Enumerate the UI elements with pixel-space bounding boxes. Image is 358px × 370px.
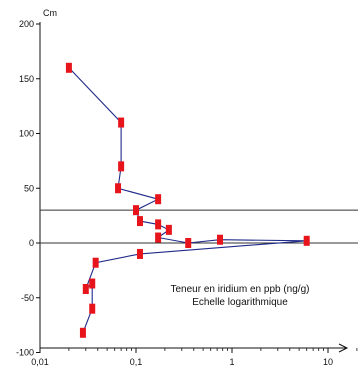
data-point bbox=[118, 117, 125, 128]
reference-lines bbox=[40, 209, 358, 244]
data-point bbox=[118, 161, 125, 172]
data-point bbox=[217, 234, 224, 245]
data-point bbox=[89, 278, 96, 289]
y-tick-label: 0 bbox=[29, 238, 34, 248]
x-tick-label: 0,01 bbox=[31, 357, 49, 367]
x-axis bbox=[40, 343, 349, 353]
x-tick-label: 0,1 bbox=[130, 357, 143, 367]
y-axis-unit-label: Cm bbox=[43, 8, 57, 18]
data-point bbox=[92, 257, 99, 268]
annotation-line-1: Teneur en iridium en ppb (ng/g) bbox=[171, 284, 310, 295]
data-point bbox=[65, 62, 72, 73]
y-tick-label: 100 bbox=[19, 129, 34, 139]
data-point bbox=[82, 283, 89, 294]
x-axis-arrow-icon bbox=[338, 343, 349, 353]
data-point bbox=[89, 303, 96, 314]
y-tick-label: -50 bbox=[21, 293, 34, 303]
data-point bbox=[115, 183, 122, 194]
x-tick-label: 1 bbox=[229, 357, 234, 367]
annotation-line-2: Echelle logarithmique bbox=[192, 297, 288, 308]
y-tick-label: 50 bbox=[24, 183, 34, 193]
y-axis: Cm bbox=[39, 8, 57, 348]
data-point bbox=[155, 219, 162, 230]
data-point bbox=[79, 327, 86, 338]
x-tick-label: 10 bbox=[323, 357, 333, 367]
data-point bbox=[155, 232, 162, 243]
data-point bbox=[185, 238, 192, 248]
series-group bbox=[65, 62, 310, 338]
x-ticks: 0,01 0,1 1 10 bbox=[31, 348, 358, 367]
data-point bbox=[136, 216, 143, 227]
data-point bbox=[136, 248, 143, 259]
y-tick-label: 200 bbox=[19, 19, 34, 29]
data-point bbox=[303, 235, 310, 246]
data-point bbox=[165, 224, 172, 235]
data-point bbox=[155, 194, 162, 205]
y-tick-label: 150 bbox=[19, 74, 34, 84]
data-point bbox=[133, 205, 139, 216]
y-ticks: -100 -50 0 50 100 150 200 bbox=[16, 19, 40, 358]
y-tick-label: -100 bbox=[16, 348, 34, 358]
